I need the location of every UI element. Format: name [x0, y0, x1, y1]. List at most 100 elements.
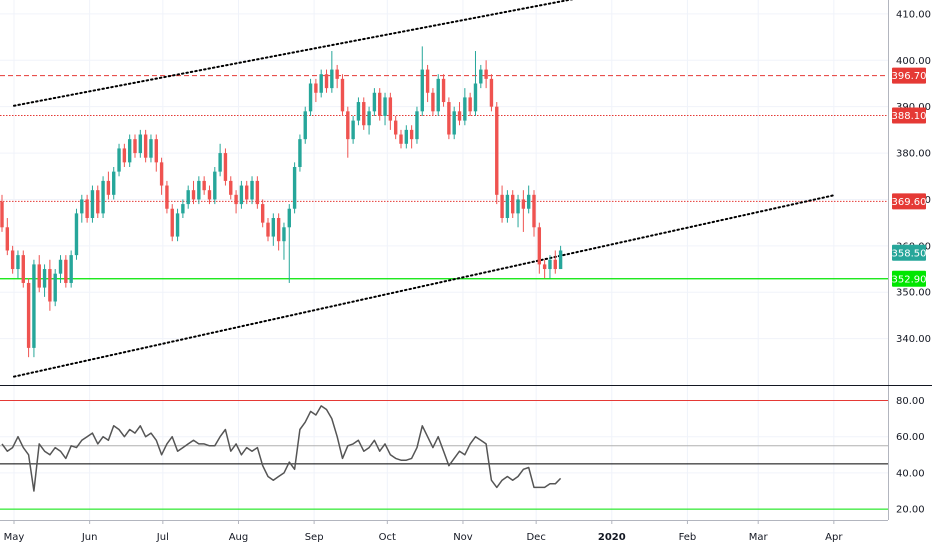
- candle[interactable]: [255, 176, 260, 209]
- candle[interactable]: [521, 190, 526, 232]
- candle[interactable]: [335, 64, 339, 89]
- candle[interactable]: [526, 185, 531, 214]
- candle[interactable]: [260, 199, 265, 228]
- candle[interactable]: [409, 125, 414, 149]
- candle[interactable]: [415, 106, 419, 144]
- candle[interactable]: [133, 134, 137, 158]
- candle[interactable]: [553, 250, 557, 274]
- oscillator-line[interactable]: [1, 405, 562, 492]
- candle[interactable]: [505, 190, 510, 223]
- trendline[interactable]: [13, 0, 702, 107]
- candle[interactable]: [356, 97, 361, 126]
- candlestick-series[interactable]: [0, 46, 563, 358]
- candle[interactable]: [292, 162, 297, 214]
- candle[interactable]: [558, 245, 563, 270]
- candle[interactable]: [138, 129, 143, 158]
- candle[interactable]: [42, 264, 47, 297]
- candle[interactable]: [21, 250, 25, 288]
- candle[interactable]: [96, 185, 100, 219]
- candle[interactable]: [181, 199, 185, 219]
- candle[interactable]: [85, 194, 89, 223]
- candle[interactable]: [548, 255, 552, 279]
- candle[interactable]: [298, 134, 302, 172]
- candle[interactable]: [303, 106, 307, 144]
- candle[interactable]: [202, 176, 206, 195]
- candle[interactable]: [495, 102, 499, 205]
- candle[interactable]: [447, 97, 451, 140]
- candle[interactable]: [170, 204, 174, 242]
- candle[interactable]: [420, 46, 424, 116]
- candle[interactable]: [330, 51, 334, 93]
- time-axis-labels[interactable]: May Jun Jul Aug Sep Oct Nov Dec 2020 Feb Mar Apr: [4, 520, 844, 543]
- candle[interactable]: [239, 180, 244, 209]
- candle[interactable]: [383, 92, 387, 126]
- candle[interactable]: [245, 180, 249, 205]
- candle[interactable]: [372, 88, 377, 116]
- candle[interactable]: [452, 106, 456, 140]
- candle[interactable]: [10, 245, 15, 274]
- candle[interactable]: [282, 222, 286, 260]
- candle[interactable]: [436, 74, 440, 116]
- candle[interactable]: [431, 88, 435, 116]
- candle[interactable]: [542, 259, 547, 279]
- candle[interactable]: [80, 194, 84, 223]
- candle[interactable]: [351, 115, 355, 144]
- candle[interactable]: [489, 74, 494, 112]
- candle[interactable]: [26, 278, 31, 358]
- candle[interactable]: [69, 250, 73, 288]
- trendline[interactable]: [13, 194, 835, 378]
- candle[interactable]: [537, 222, 542, 274]
- candle[interactable]: [175, 208, 180, 242]
- candle[interactable]: [117, 143, 121, 177]
- candle[interactable]: [186, 185, 190, 209]
- candle[interactable]: [378, 88, 382, 121]
- candle[interactable]: [324, 69, 329, 93]
- candle[interactable]: [165, 180, 169, 214]
- candle[interactable]: [229, 176, 233, 200]
- candle[interactable]: [314, 78, 318, 103]
- candle[interactable]: [463, 88, 467, 126]
- candle[interactable]: [90, 185, 95, 223]
- candle[interactable]: [101, 176, 105, 219]
- candle[interactable]: [511, 190, 515, 219]
- candle[interactable]: [218, 143, 222, 177]
- candle[interactable]: [127, 134, 132, 167]
- candle[interactable]: [468, 92, 472, 116]
- candle[interactable]: [197, 176, 201, 205]
- candle[interactable]: [5, 218, 10, 256]
- candle[interactable]: [484, 60, 488, 89]
- candle[interactable]: [479, 64, 483, 89]
- candle[interactable]: [37, 255, 41, 293]
- candle[interactable]: [159, 157, 164, 195]
- candle[interactable]: [154, 134, 158, 172]
- candle[interactable]: [399, 129, 403, 149]
- candle[interactable]: [234, 190, 238, 214]
- candle[interactable]: [457, 102, 462, 126]
- candle[interactable]: [473, 51, 478, 116]
- candle[interactable]: [319, 69, 323, 98]
- candle[interactable]: [143, 129, 148, 163]
- candle[interactable]: [207, 185, 212, 205]
- candle[interactable]: [388, 92, 393, 130]
- candle[interactable]: [32, 259, 36, 358]
- candle[interactable]: [362, 97, 366, 130]
- candle[interactable]: [346, 106, 350, 158]
- oscillator-axis-labels[interactable]: 20.00 40.00 60.00 80.00: [896, 396, 925, 516]
- candle[interactable]: [74, 208, 79, 260]
- candle[interactable]: [0, 194, 4, 232]
- candle[interactable]: [266, 218, 270, 242]
- candle[interactable]: [276, 213, 281, 251]
- candle[interactable]: [516, 194, 520, 228]
- candle[interactable]: [106, 171, 111, 200]
- candle[interactable]: [441, 74, 446, 107]
- candle[interactable]: [213, 166, 217, 205]
- candle[interactable]: [425, 64, 430, 103]
- candle[interactable]: [223, 148, 228, 186]
- candle[interactable]: [532, 190, 536, 237]
- candle[interactable]: [16, 250, 20, 279]
- candle[interactable]: [250, 176, 254, 205]
- candle[interactable]: [64, 255, 68, 288]
- candle[interactable]: [191, 180, 196, 205]
- candle[interactable]: [287, 204, 291, 283]
- candle[interactable]: [149, 134, 153, 163]
